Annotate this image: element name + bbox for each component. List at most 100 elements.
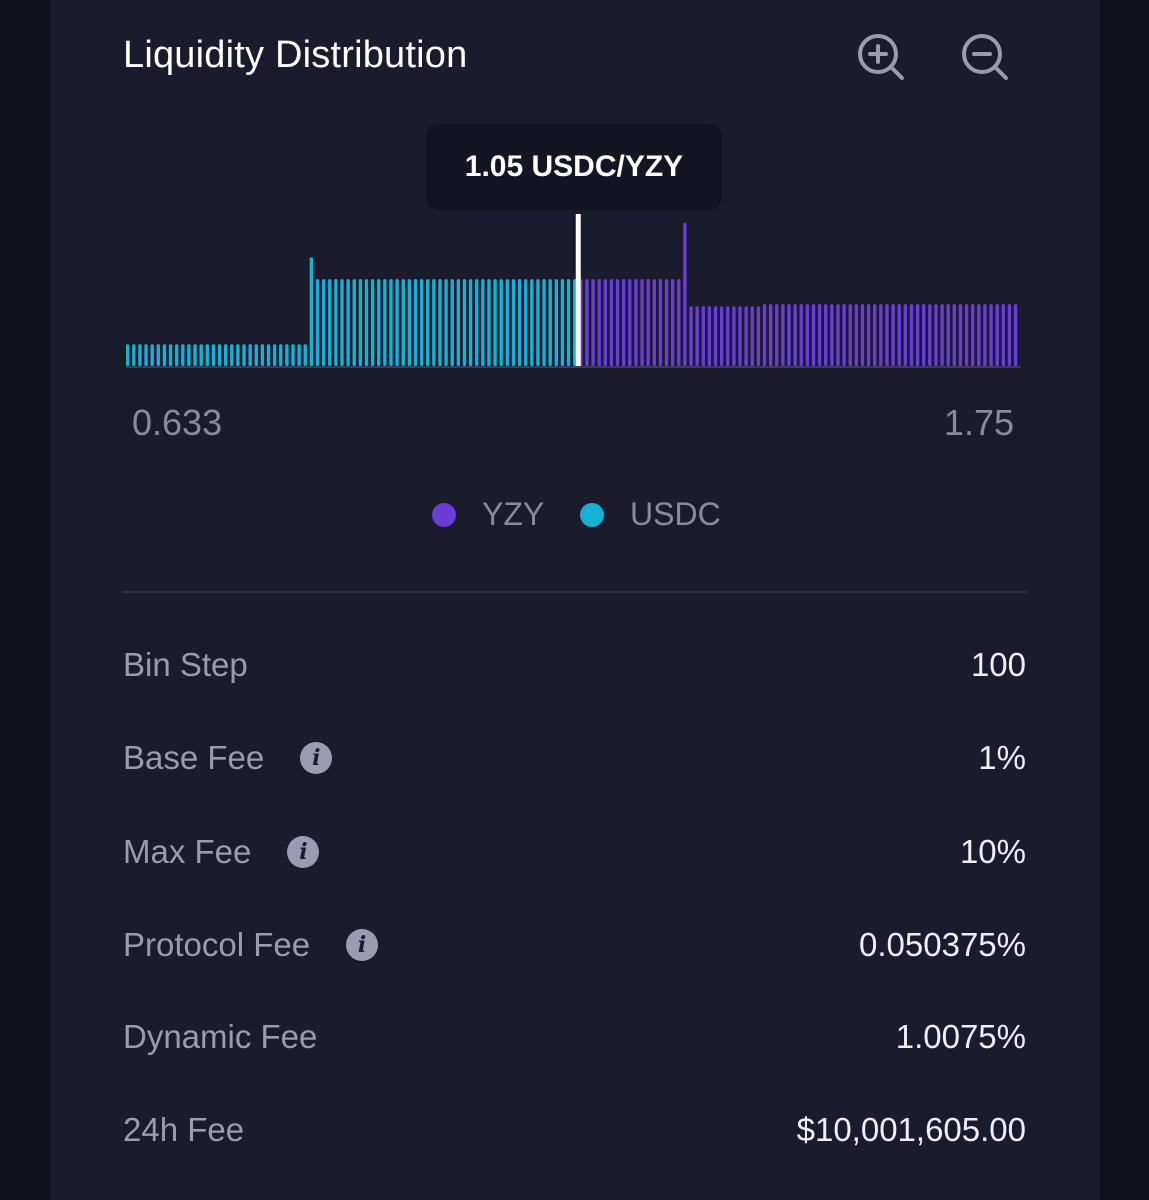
liquidity-bar[interactable] (291, 344, 295, 366)
liquidity-bar[interactable] (1007, 304, 1012, 366)
liquidity-bar[interactable] (162, 344, 167, 366)
liquidity-bar[interactable] (309, 257, 314, 366)
liquidity-bar[interactable] (793, 304, 797, 366)
liquidity-bar[interactable] (279, 344, 283, 366)
liquidity-bar[interactable] (389, 279, 393, 366)
liquidity-bar[interactable] (505, 279, 510, 366)
liquidity-bar[interactable] (1001, 304, 1005, 366)
liquidity-bar[interactable] (873, 304, 877, 366)
liquidity-bar[interactable] (364, 279, 369, 366)
liquidity-bar[interactable] (150, 344, 154, 366)
liquidity-bar[interactable] (781, 304, 785, 366)
liquidity-bar[interactable] (964, 304, 969, 366)
liquidity-bar[interactable] (634, 279, 638, 366)
liquidity-bar[interactable] (983, 304, 987, 366)
liquidity-bar[interactable] (499, 279, 503, 366)
liquidity-bar[interactable] (236, 344, 240, 366)
liquidity-bar[interactable] (591, 279, 595, 366)
liquidity-bar[interactable] (952, 304, 957, 366)
liquidity-bar[interactable] (573, 279, 577, 366)
liquidity-bar[interactable] (511, 279, 516, 366)
liquidity-bar[interactable] (272, 344, 277, 366)
liquidity-bar[interactable] (419, 279, 424, 366)
liquidity-bar[interactable] (346, 279, 350, 366)
liquidity-bar[interactable] (683, 222, 687, 366)
liquidity-bar[interactable] (401, 279, 405, 366)
liquidity-bar[interactable] (395, 279, 399, 366)
liquidity-bar[interactable] (628, 279, 632, 366)
liquidity-bar[interactable] (811, 304, 816, 366)
liquidity-bar[interactable] (303, 344, 307, 366)
liquidity-bar[interactable] (524, 279, 528, 366)
liquidity-bar[interactable] (652, 279, 656, 366)
liquidity-bar[interactable] (560, 279, 565, 366)
liquidity-bar[interactable] (615, 279, 620, 366)
liquidity-bar[interactable] (370, 279, 375, 366)
liquidity-bar[interactable] (946, 304, 950, 366)
zoom-in-button[interactable] (856, 32, 908, 84)
liquidity-bar[interactable] (242, 344, 246, 366)
liquidity-bar[interactable] (989, 304, 993, 366)
liquidity-bar[interactable] (909, 304, 914, 366)
liquidity-bar[interactable] (413, 279, 418, 366)
liquidity-bar[interactable] (450, 279, 454, 366)
liquidity-bar[interactable] (168, 344, 173, 366)
liquidity-bar[interactable] (707, 306, 712, 366)
liquidity-bar[interactable] (493, 279, 497, 366)
liquidity-bar[interactable] (787, 304, 791, 366)
liquidity-bar[interactable] (940, 304, 944, 366)
liquidity-bar[interactable] (928, 304, 932, 366)
liquidity-bar[interactable] (585, 279, 589, 366)
liquidity-bar[interactable] (664, 279, 669, 366)
liquidity-bar[interactable] (830, 304, 834, 366)
liquidity-bar[interactable] (248, 344, 252, 366)
zoom-out-button[interactable] (960, 32, 1012, 84)
liquidity-bar[interactable] (762, 304, 767, 366)
liquidity-bar[interactable] (462, 279, 467, 366)
liquidity-bar[interactable] (744, 306, 748, 366)
liquidity-bar[interactable] (775, 304, 779, 366)
liquidity-bar[interactable] (468, 279, 473, 366)
liquidity-bar[interactable] (542, 279, 546, 366)
liquidity-bar[interactable] (695, 306, 699, 366)
liquidity-bar[interactable] (260, 344, 265, 366)
liquidity-bar[interactable] (621, 279, 626, 366)
liquidity-bar[interactable] (230, 344, 234, 366)
liquidity-bar[interactable] (266, 344, 271, 366)
liquidity-bar[interactable] (358, 279, 363, 366)
liquidity-bar[interactable] (548, 279, 552, 366)
liquidity-bar[interactable] (530, 279, 534, 366)
liquidity-bar[interactable] (958, 304, 963, 366)
liquidity-bar[interactable] (836, 304, 840, 366)
liquidity-bar[interactable] (726, 306, 730, 366)
liquidity-bar[interactable] (738, 306, 742, 366)
liquidity-bar[interactable] (848, 304, 852, 366)
liquidity-bar[interactable] (334, 279, 338, 366)
liquidity-bar[interactable] (205, 344, 209, 366)
liquidity-bar[interactable] (677, 279, 681, 366)
liquidity-bar[interactable] (199, 344, 203, 366)
liquidity-bar[interactable] (383, 279, 387, 366)
liquidity-bar[interactable] (536, 279, 540, 366)
liquidity-bar[interactable] (211, 344, 216, 366)
liquidity-bar[interactable] (609, 279, 614, 366)
liquidity-bar[interactable] (597, 279, 601, 366)
liquidity-bar[interactable] (915, 304, 920, 366)
liquidity-bar[interactable] (1013, 304, 1018, 366)
liquidity-bar[interactable] (732, 306, 736, 366)
liquidity-bar[interactable] (860, 304, 865, 366)
liquidity-bar[interactable] (854, 304, 859, 366)
liquidity-bar[interactable] (223, 344, 228, 366)
liquidity-bar[interactable] (750, 306, 754, 366)
liquidity-bar[interactable] (481, 279, 485, 366)
liquidity-bar[interactable] (475, 279, 479, 366)
liquidity-bar[interactable] (866, 304, 871, 366)
liquidity-bar[interactable] (934, 304, 938, 366)
liquidity-bar[interactable] (603, 279, 607, 366)
liquidity-bar[interactable] (689, 306, 693, 366)
liquidity-bar[interactable] (756, 306, 761, 366)
info-icon[interactable]: i (346, 929, 379, 961)
liquidity-bar[interactable] (456, 279, 461, 366)
liquidity-bar[interactable] (517, 279, 522, 366)
liquidity-bar[interactable] (817, 304, 822, 366)
